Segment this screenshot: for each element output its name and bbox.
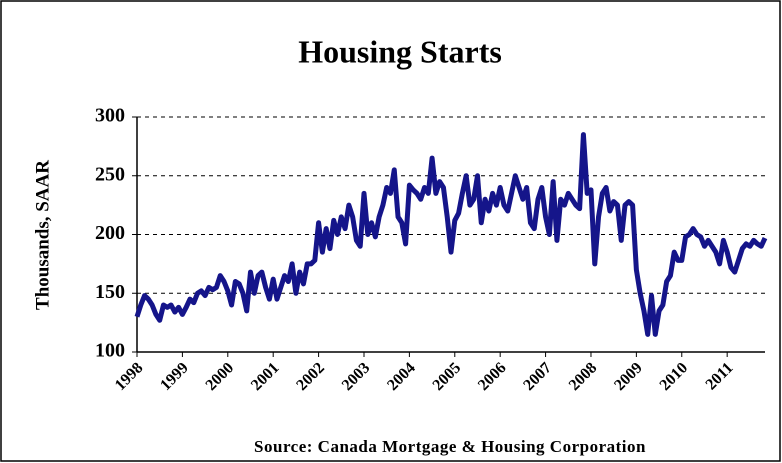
- data-line: [134, 132, 768, 337]
- y-tick-label: 300: [95, 105, 125, 127]
- y-tick-label: 250: [95, 163, 125, 185]
- y-tick-label: 200: [95, 222, 125, 244]
- chart-title: Housing Starts: [298, 33, 502, 69]
- y-tick-label: 100: [95, 340, 125, 362]
- source: Source: Canada Mortgage & Housing Corpor…: [254, 437, 646, 456]
- y-axis-label: Thousands, SAAR: [32, 160, 53, 310]
- y-tick-label: 150: [95, 281, 125, 303]
